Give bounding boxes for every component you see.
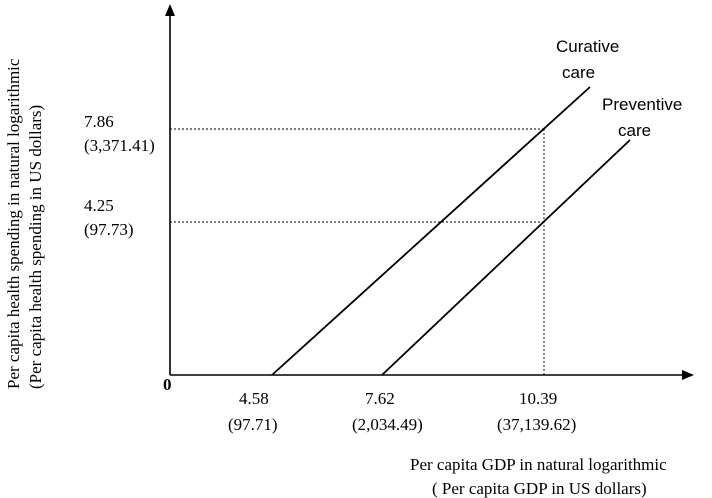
x-tick-sublabel-1: (97.71): [228, 415, 278, 434]
x-tick-label-3: 10.39: [519, 389, 557, 408]
y-tick-label-low: 4.25: [84, 196, 114, 215]
series-label-curative-line1: Curative: [556, 37, 619, 56]
y-axis-label: Per capita health spending in natural lo…: [4, 58, 23, 389]
x-axis-label-secondary: ( Per capita GDP in US dollars): [432, 479, 647, 498]
series-line-curative-care: [271, 86, 591, 376]
y-tick-sublabel-low: (97.73): [84, 220, 134, 239]
series-label-curative-line2: care: [562, 63, 595, 82]
x-tick-label-1: 4.58: [239, 389, 269, 408]
y-tick-label-high: 7.86: [84, 112, 114, 131]
x-tick-sublabel-2: (2,034.49): [352, 415, 423, 434]
y-axis-arrow-icon: [165, 4, 175, 16]
x-tick-sublabel-3: (37,139.62): [497, 415, 576, 434]
y-tick-sublabel-high: (3,371.41): [84, 136, 155, 155]
series-label-preventive-line1: Preventive: [602, 95, 682, 114]
series-line-preventive-care: [381, 139, 631, 376]
x-tick-label-2: 7.62: [365, 389, 395, 408]
origin-label: 0: [163, 375, 172, 394]
x-axis-arrow-icon: [682, 370, 694, 380]
series-label-preventive-line2: care: [618, 121, 651, 140]
y-axis-label-secondary: (Per capita health spending in US dollar…: [26, 105, 45, 389]
x-axis-label: Per capita GDP in natural logarithmic: [410, 455, 667, 474]
